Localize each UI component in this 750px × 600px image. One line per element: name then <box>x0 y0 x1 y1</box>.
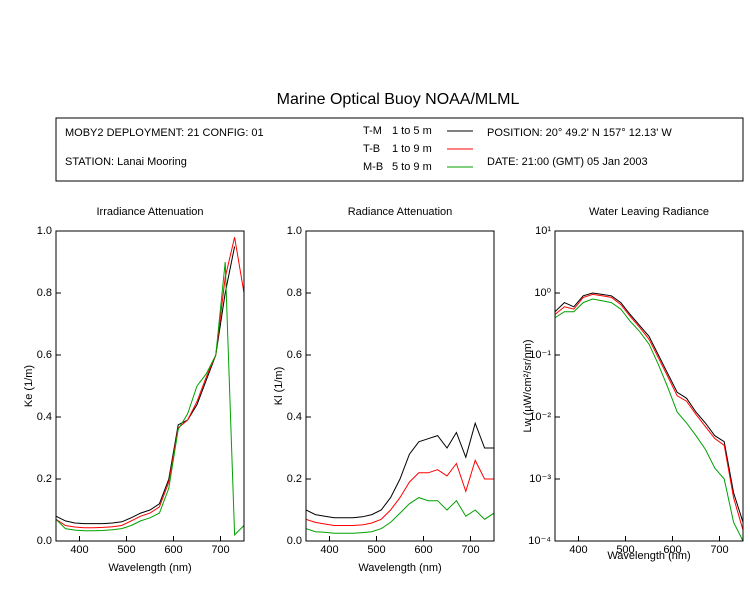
y-axis-label: Kl (1/m) <box>273 367 285 406</box>
panel-title: Radiance Attenuation <box>348 206 453 218</box>
x-axis-label: Wavelength (nm) <box>108 562 191 574</box>
y-tick-label: 0.2 <box>37 473 52 485</box>
y-tick-label: 0.0 <box>37 535 52 547</box>
y-tick-label: 0.0 <box>287 535 302 547</box>
legend-range: 5 to 9 m <box>392 161 432 173</box>
y-axis-label: Ke (1/m) <box>23 365 35 407</box>
x-tick-label: 500 <box>117 544 135 556</box>
series-line <box>306 497 494 534</box>
station: STATION: Lanai Mooring <box>65 156 187 168</box>
page-title: Marine Optical Buoy NOAA/MLML <box>277 91 520 108</box>
x-tick-label: 700 <box>211 544 229 556</box>
x-tick-label: 700 <box>461 544 479 556</box>
x-tick-label: 600 <box>164 544 182 556</box>
y-tick-label: 10⁻³ <box>529 473 551 485</box>
plot-frame <box>55 230 245 542</box>
y-axis-label: Lw (µW/cm²/sr/nm) <box>522 339 534 432</box>
y-tick-label: 10⁻¹ <box>529 349 551 361</box>
x-tick-label: 400 <box>569 544 587 556</box>
legend-range: 1 to 5 m <box>392 125 432 137</box>
plot-frame <box>305 230 495 542</box>
x-tick-label: 500 <box>616 544 634 556</box>
x-axis-label: Wavelength (nm) <box>358 562 441 574</box>
series-line <box>56 261 244 536</box>
x-tick-label: 400 <box>70 544 88 556</box>
y-tick-label: 0.2 <box>287 473 302 485</box>
series-line <box>555 293 743 531</box>
y-tick-label: 1.0 <box>287 225 302 237</box>
deployment: MOBY2 DEPLOYMENT: 21 CONFIG: 01 <box>65 127 264 139</box>
series-line <box>555 298 743 541</box>
legend-range: 1 to 9 m <box>392 143 432 155</box>
x-tick-label: 700 <box>710 544 728 556</box>
y-tick-label: 0.4 <box>287 411 302 423</box>
y-tick-label: 10¹ <box>535 225 551 237</box>
y-tick-label: 0.6 <box>37 349 52 361</box>
date: DATE: 21:00 (GMT) 05 Jan 2003 <box>487 156 648 168</box>
series-line <box>56 246 236 525</box>
info-box <box>55 117 744 182</box>
panel-title: Water Leaving Radiance <box>589 206 709 218</box>
x-axis-label: Wavelength (nm) <box>607 550 690 562</box>
x-tick-label: 500 <box>367 544 385 556</box>
legend-name: T-B <box>363 143 380 155</box>
y-tick-label: 0.8 <box>37 287 52 299</box>
plot-frame <box>554 230 744 542</box>
y-tick-label: 0.4 <box>37 411 52 423</box>
y-tick-label: 10⁰ <box>534 287 551 299</box>
series-line <box>555 292 743 523</box>
x-tick-label: 600 <box>414 544 432 556</box>
x-tick-label: 600 <box>663 544 681 556</box>
legend-name: M-B <box>363 161 383 173</box>
panel-title: Irradiance Attenuation <box>96 206 203 218</box>
y-tick-label: 10⁻² <box>529 411 551 423</box>
series-line <box>56 237 244 529</box>
series-line <box>306 459 494 526</box>
y-tick-label: 0.8 <box>287 287 302 299</box>
y-tick-label: 0.6 <box>287 349 302 361</box>
y-tick-label: 10⁻⁴ <box>528 535 551 547</box>
x-tick-label: 400 <box>320 544 338 556</box>
y-tick-label: 1.0 <box>37 225 52 237</box>
position: POSITION: 20° 49.2' N 157° 12.13' W <box>487 127 672 139</box>
legend-name: T-M <box>363 125 382 137</box>
series-line <box>306 421 494 519</box>
